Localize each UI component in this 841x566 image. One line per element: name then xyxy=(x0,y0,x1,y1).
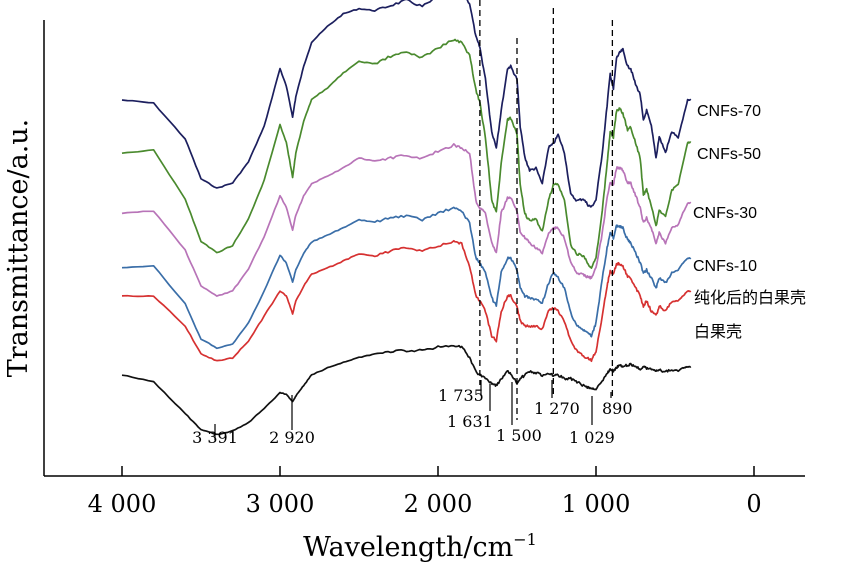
y-axis-title: Transmittance/a.u. xyxy=(3,119,34,378)
peak-label: 2 920 xyxy=(269,428,315,447)
peak-label: 1 735 xyxy=(438,386,484,405)
series-label-3: CNFs-30 xyxy=(693,205,757,222)
x-axis-title-main: Wavelength/cm xyxy=(303,532,513,563)
series-label-4: CNFs-10 xyxy=(693,258,757,275)
x-tick-label: 4 000 xyxy=(88,490,157,518)
x-axis-title-superscript: −1 xyxy=(513,530,537,549)
x-tick-label: 3 000 xyxy=(246,490,315,518)
peak-label: 1 029 xyxy=(569,428,615,447)
series-label-1: CNFs-70 xyxy=(697,103,761,120)
series-label-2: CNFs-50 xyxy=(697,146,761,163)
series-label-6: 白果壳 xyxy=(694,323,742,341)
series-line-4 xyxy=(121,206,692,350)
peak-label: 1 270 xyxy=(534,399,580,418)
peak-label: 1 500 xyxy=(496,426,542,445)
x-tick-label: 1 000 xyxy=(562,490,631,518)
series-line-3 xyxy=(121,143,692,297)
series-line-2 xyxy=(121,38,692,269)
peak-label: 890 xyxy=(602,399,633,418)
peak-label: 3 391 xyxy=(192,428,238,447)
peak-label: 1 631 xyxy=(447,412,493,431)
x-tick-label: 0 xyxy=(746,490,761,518)
x-axis-title: Wavelength/cm−1 xyxy=(303,530,537,563)
series-line-1 xyxy=(121,0,692,208)
x-axis-ticks: 4 000 3 000 2 000 1 000 0 xyxy=(88,466,762,518)
x-tick-label: 2 000 xyxy=(404,490,473,518)
series-line-6 xyxy=(121,344,692,436)
peak-dashed-lines xyxy=(479,0,614,420)
spectra-curves xyxy=(121,0,692,436)
series-line-5 xyxy=(121,239,692,363)
series-label-5: 纯化后的白果壳 xyxy=(694,289,806,307)
